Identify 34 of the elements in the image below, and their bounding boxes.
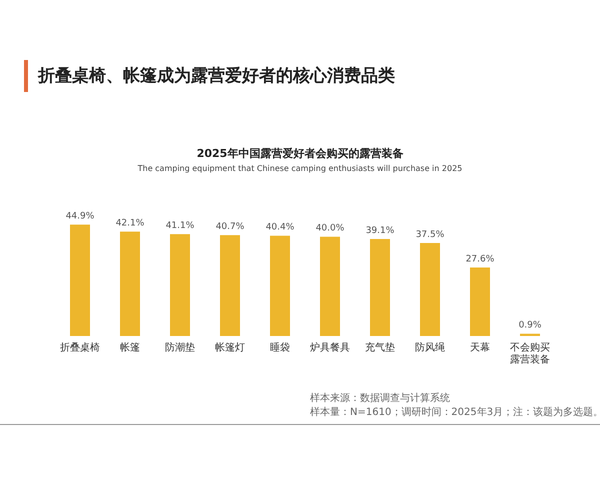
data-label: 40.4% (266, 222, 295, 233)
x-tick-label: 炉具餐具 (310, 342, 350, 354)
bar (370, 239, 390, 336)
data-label: 41.1% (166, 220, 195, 231)
bar (270, 236, 290, 336)
data-label: 40.7% (216, 222, 245, 232)
bar (420, 243, 440, 336)
data-label: 40.0% (316, 224, 345, 234)
x-tick-label: 帐篷灯 (215, 342, 245, 354)
data-label: 39.1% (366, 226, 395, 236)
data-label: 44.9% (66, 211, 95, 222)
x-tick-label: 帐篷 (120, 342, 140, 354)
bar (220, 235, 240, 336)
data-label: 42.1% (116, 218, 145, 228)
bar (170, 234, 190, 336)
bar (470, 268, 490, 336)
x-tick-label: 不会购买露营装备 (510, 342, 550, 366)
x-tick-label: 充气垫 (365, 342, 395, 354)
bar (120, 232, 140, 336)
chart-title: 折叠桌椅、帐篷成为露营爱好者的核心消费品类 (38, 65, 395, 87)
x-tick-label: 天幕 (470, 342, 490, 354)
text: 样本来源：数据调查与计算系统 (310, 392, 451, 406)
chart-subtitle: 2025年中国露营爱好者会购买的露营装备 (196, 146, 404, 161)
bar (320, 236, 340, 336)
bar (70, 224, 90, 336)
text: 样本量：N=1610；调研时间：2025年3月；注：该题为多选题。 (310, 406, 600, 420)
data-label: 0.9% (518, 320, 542, 331)
x-tick-label: 睡袋 (270, 342, 290, 354)
x-tick-label: 防潮垫 (165, 342, 195, 354)
data-label: 27.6% (466, 254, 495, 264)
x-tick-label: 防风绳 (415, 342, 445, 354)
x-tick-label: 折叠桌椅 (60, 342, 100, 354)
data-label: 37.5% (416, 230, 445, 240)
text: The camping equipment that Chinese camping enthusiasts will purchase in 2025 (136, 164, 464, 173)
